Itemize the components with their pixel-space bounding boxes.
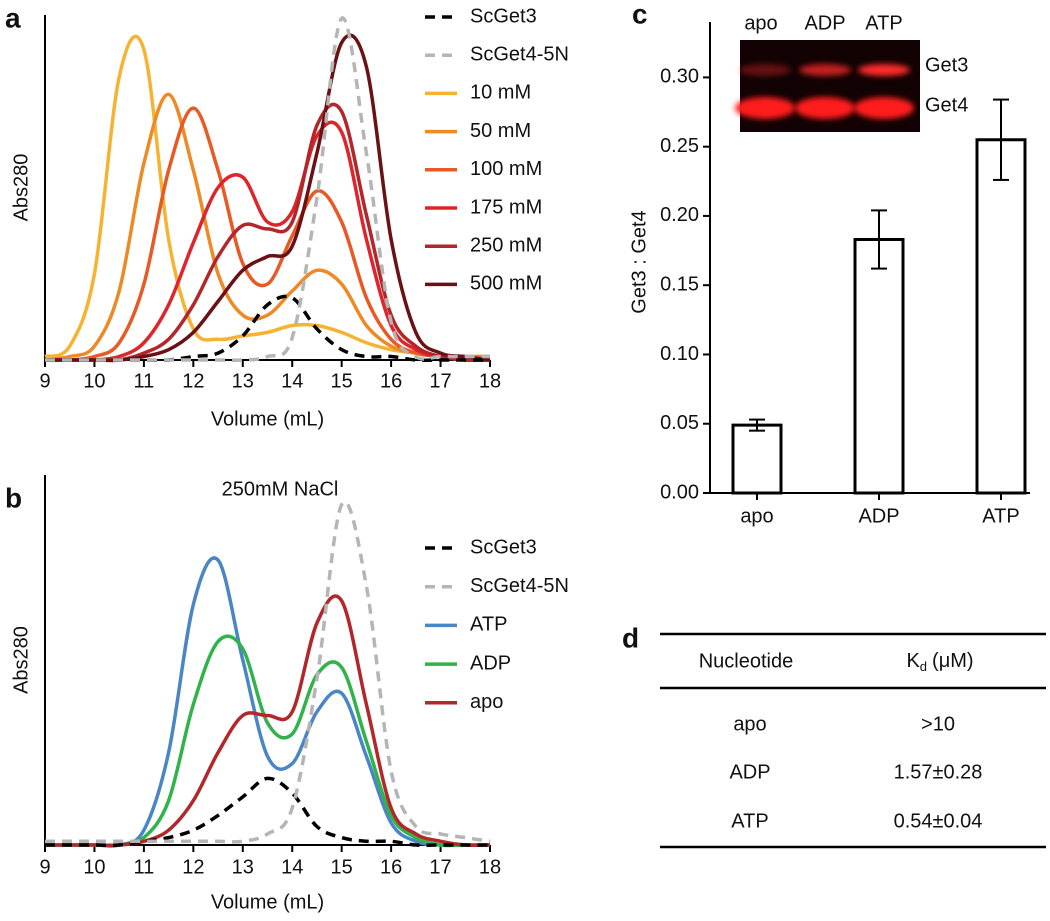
y-axis-label: Abs280	[10, 626, 32, 694]
lane-label: ADP	[804, 12, 845, 34]
line-series	[45, 16, 490, 363]
table-header: Nucleotide	[699, 650, 794, 672]
legend-label: ScGet4-5N	[470, 575, 569, 597]
x-tick-label: 10	[83, 370, 105, 392]
chart-title: 250mM NaCl	[222, 478, 339, 500]
x-tick-label: 16	[380, 856, 402, 878]
line-series	[44, 106, 491, 363]
header-part: d	[920, 659, 927, 674]
bar	[975, 138, 1027, 495]
legend-label: 250 mM	[470, 234, 542, 256]
x-tick-label: ATP	[982, 505, 1019, 527]
y-tick-label: 0.10	[660, 343, 699, 365]
line-series	[44, 34, 490, 359]
line-series	[45, 500, 491, 844]
y-tick-label: 0.25	[660, 135, 699, 157]
lane-label: apo	[744, 12, 777, 34]
gel-band	[735, 97, 795, 119]
x-axis-label: Volume (mL)	[211, 408, 324, 430]
y-tick-label: 0.20	[660, 204, 699, 226]
lane-label: ATP	[865, 12, 902, 34]
x-tick-label: 9	[39, 370, 50, 392]
bar	[853, 237, 905, 495]
header-part: K	[906, 650, 920, 672]
y-tick-label: 0.30	[660, 66, 699, 88]
x-tick-label: 15	[331, 856, 353, 878]
gel-inset: apo ADP ATP Get3 Get4	[735, 12, 968, 132]
gel-band	[858, 64, 910, 76]
table-cell: apo	[733, 713, 766, 735]
table-cell: ATP	[731, 810, 768, 832]
x-tick-label: 16	[380, 370, 402, 392]
legend-label: ADP	[470, 652, 511, 674]
legend-label: 50 mM	[470, 120, 531, 142]
x-tick-label: 18	[479, 856, 501, 878]
y-tick-label: 0.15	[660, 273, 699, 295]
line-series	[44, 776, 490, 848]
x-tick-label: 13	[232, 370, 254, 392]
panel-letter: d	[622, 622, 639, 653]
y-tick-label: 0.00	[660, 481, 699, 503]
legend-label: ScGet3	[470, 5, 537, 27]
table-panel: d Nucleotide Kd (μM) apo >10 ADP 1.57±0.2…	[622, 622, 1046, 849]
x-tick-label: 11	[134, 856, 155, 878]
x-axis-label: Volume (mL)	[211, 891, 324, 913]
legend-label: ScGet3	[470, 536, 537, 558]
x-tick-label: 13	[232, 856, 254, 878]
line-series	[44, 556, 490, 848]
x-tick-label: 18	[479, 370, 501, 392]
gel-band	[799, 64, 851, 76]
band-label: Get3	[925, 54, 968, 76]
table-cell: >10	[921, 713, 955, 735]
gel-band	[795, 97, 855, 119]
table-cell: 0.54±0.04	[894, 810, 983, 832]
legend-label: 100 mM	[470, 158, 542, 180]
x-tick-label: 12	[182, 856, 204, 878]
table-header: Kd (μM)	[906, 650, 973, 674]
bar	[731, 423, 783, 495]
x-tick-label: 17	[429, 370, 451, 392]
x-tick-label: 14	[281, 856, 303, 878]
gel-band	[739, 64, 791, 76]
x-tick-label: 12	[182, 370, 204, 392]
header-part: (μM)	[932, 650, 974, 672]
x-tick-label: 14	[281, 370, 303, 392]
table-cell: ADP	[729, 761, 770, 783]
gel-band	[854, 97, 914, 119]
legend-label: 500 mM	[470, 273, 542, 295]
legend-label: 10 mM	[470, 82, 531, 104]
error-bar	[871, 209, 887, 270]
line-series	[44, 634, 490, 848]
line-series	[45, 120, 491, 363]
x-tick-label: 9	[39, 856, 50, 878]
x-tick-label: ADP	[858, 505, 899, 527]
legend-label: ScGet4-5N	[470, 43, 569, 65]
y-tick-label: 0.05	[660, 412, 699, 434]
error-bar	[749, 418, 765, 432]
x-tick-label: apo	[740, 505, 773, 527]
panel-letter: b	[5, 482, 22, 513]
legend-label: 175 mM	[470, 196, 542, 218]
panel-letter: c	[632, 0, 648, 29]
x-tick-label: 17	[429, 856, 451, 878]
legend-label: apo	[470, 691, 503, 713]
x-tick-label: 11	[134, 370, 155, 392]
table-cell: 1.57±0.28	[894, 761, 983, 783]
y-axis-label: Abs280	[10, 154, 32, 222]
band-label: Get4	[925, 94, 968, 116]
legend-label: ATP	[470, 614, 507, 636]
x-tick-label: 10	[83, 856, 105, 878]
y-axis-label: Get3 : Get4	[628, 210, 650, 313]
panel-letter: a	[5, 2, 21, 33]
x-tick-label: 15	[331, 370, 353, 392]
error-bar	[993, 98, 1009, 181]
